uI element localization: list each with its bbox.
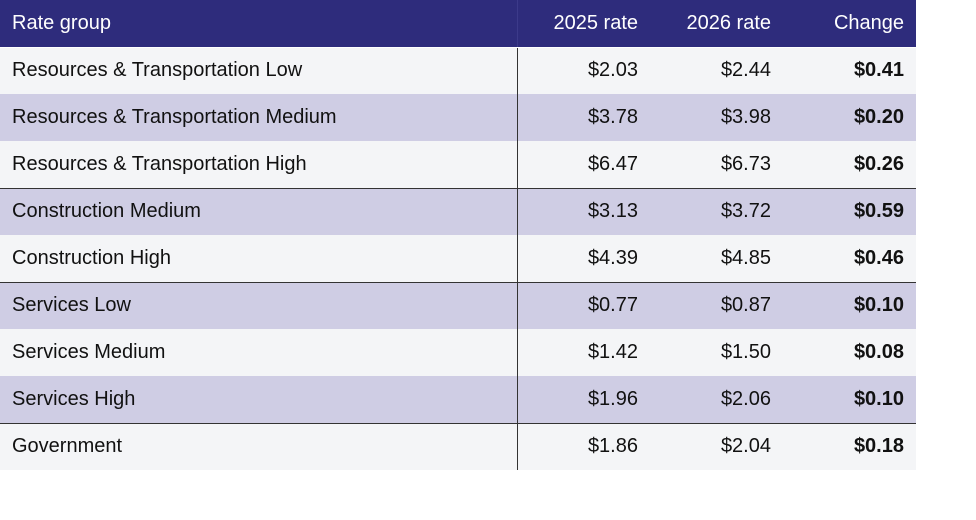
- change-cell: $0.20: [783, 94, 916, 141]
- rate-group-cell: Government: [0, 422, 518, 470]
- rate-group-cell: Construction High: [0, 235, 518, 282]
- header-rate-group: Rate group: [0, 0, 518, 48]
- rate-group-cell: Services Medium: [0, 329, 518, 376]
- rate-group-cell: Services High: [0, 376, 518, 423]
- table-row: Resources & Transportation Medium $3.78 …: [0, 94, 916, 141]
- rate-2026-cell: $1.50: [650, 329, 783, 376]
- rate-group-cell: Resources & Transportation High: [0, 141, 518, 188]
- table-body: Resources & Transportation Low $2.03 $2.…: [0, 47, 916, 470]
- header-change: Change: [783, 0, 916, 48]
- rate-2026-cell: $2.04: [650, 422, 783, 470]
- rate-2025-cell: $1.96: [517, 376, 650, 423]
- change-cell: $0.10: [783, 281, 916, 329]
- rate-group-cell: Resources & Transportation Medium: [0, 94, 518, 141]
- change-cell: $0.41: [783, 47, 916, 94]
- rate-group-cell: Construction Medium: [0, 187, 518, 235]
- table-row: Resources & Transportation High $6.47 $6…: [0, 141, 916, 188]
- table-row: Services High $1.96 $2.06 $0.10: [0, 376, 916, 423]
- header-2026-rate: 2026 rate: [650, 0, 783, 48]
- rate-2025-cell: $3.13: [517, 187, 650, 235]
- table-row: Construction Medium $3.13 $3.72 $0.59: [0, 187, 916, 235]
- rate-2026-cell: $6.73: [650, 141, 783, 188]
- rate-2026-cell: $2.44: [650, 47, 783, 94]
- rate-2026-cell: $0.87: [650, 281, 783, 329]
- rate-2026-cell: $3.72: [650, 187, 783, 235]
- rate-2025-cell: $2.03: [517, 47, 650, 94]
- table-row: Government $1.86 $2.04 $0.18: [0, 422, 916, 470]
- table-row: Services Low $0.77 $0.87 $0.10: [0, 281, 916, 329]
- rate-2026-cell: $2.06: [650, 376, 783, 423]
- table-row: Services Medium $1.42 $1.50 $0.08: [0, 329, 916, 376]
- rate-2026-cell: $3.98: [650, 94, 783, 141]
- change-cell: $0.26: [783, 141, 916, 188]
- rate-group-cell: Services Low: [0, 281, 518, 329]
- change-cell: $0.18: [783, 422, 916, 470]
- rate-2025-cell: $1.42: [517, 329, 650, 376]
- table-header: Rate group 2025 rate 2026 rate Change: [0, 0, 916, 48]
- rate-group-cell: Resources & Transportation Low: [0, 47, 518, 94]
- change-cell: $0.59: [783, 187, 916, 235]
- rate-2025-cell: $4.39: [517, 235, 650, 282]
- rate-2025-cell: $0.77: [517, 281, 650, 329]
- change-cell: $0.46: [783, 235, 916, 282]
- header-row: Rate group 2025 rate 2026 rate Change: [0, 0, 916, 48]
- table-row: Construction High $4.39 $4.85 $0.46: [0, 235, 916, 282]
- rate-2025-cell: $1.86: [517, 422, 650, 470]
- rate-table: Rate group 2025 rate 2026 rate Change Re…: [0, 0, 916, 470]
- header-2025-rate: 2025 rate: [517, 0, 650, 48]
- rate-2025-cell: $3.78: [517, 94, 650, 141]
- rate-2025-cell: $6.47: [517, 141, 650, 188]
- change-cell: $0.10: [783, 376, 916, 423]
- change-cell: $0.08: [783, 329, 916, 376]
- table-row: Resources & Transportation Low $2.03 $2.…: [0, 47, 916, 94]
- rate-2026-cell: $4.85: [650, 235, 783, 282]
